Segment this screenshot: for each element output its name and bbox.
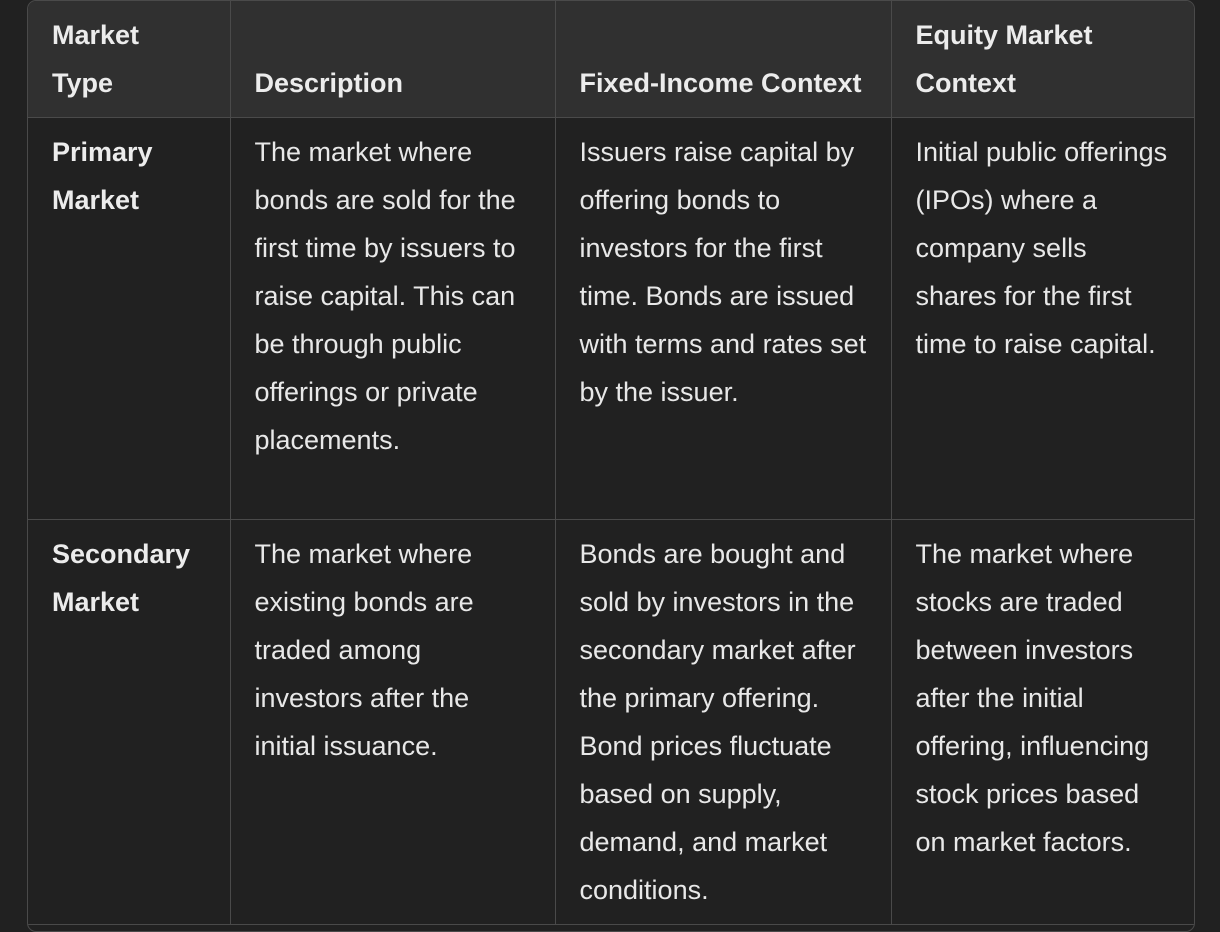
header-equity-market-context: Equity Market Context <box>891 1 1194 118</box>
cell-fixed-income-context: Bonds are bought and sold by investors i… <box>555 519 892 925</box>
table-row: Primary Market The market where bonds ar… <box>28 117 1194 520</box>
cell-description: The market where bonds are sold for the … <box>230 117 556 520</box>
cell-description: The market where existing bonds are trad… <box>230 519 556 925</box>
header-market-type: Market Type <box>28 1 231 118</box>
market-comparison-table: Market Type Description Fixed-Income Con… <box>28 1 1194 925</box>
cell-fixed-income-context: Issuers raise capital by offering bonds … <box>555 117 892 520</box>
header-fixed-income-context: Fixed-Income Context <box>555 1 892 118</box>
cell-market-type: Primary Market <box>28 117 231 520</box>
table-row: Secondary Market The market where existi… <box>28 519 1194 925</box>
market-comparison-table-container: Market Type Description Fixed-Income Con… <box>27 0 1195 932</box>
cell-equity-market-context: Initial public offerings (IPOs) where a … <box>891 117 1194 520</box>
table-header-row: Market Type Description Fixed-Income Con… <box>28 1 1194 118</box>
header-description: Description <box>230 1 556 118</box>
cell-market-type: Secondary Market <box>28 519 231 925</box>
cell-equity-market-context: The market where stocks are traded betwe… <box>891 519 1194 925</box>
